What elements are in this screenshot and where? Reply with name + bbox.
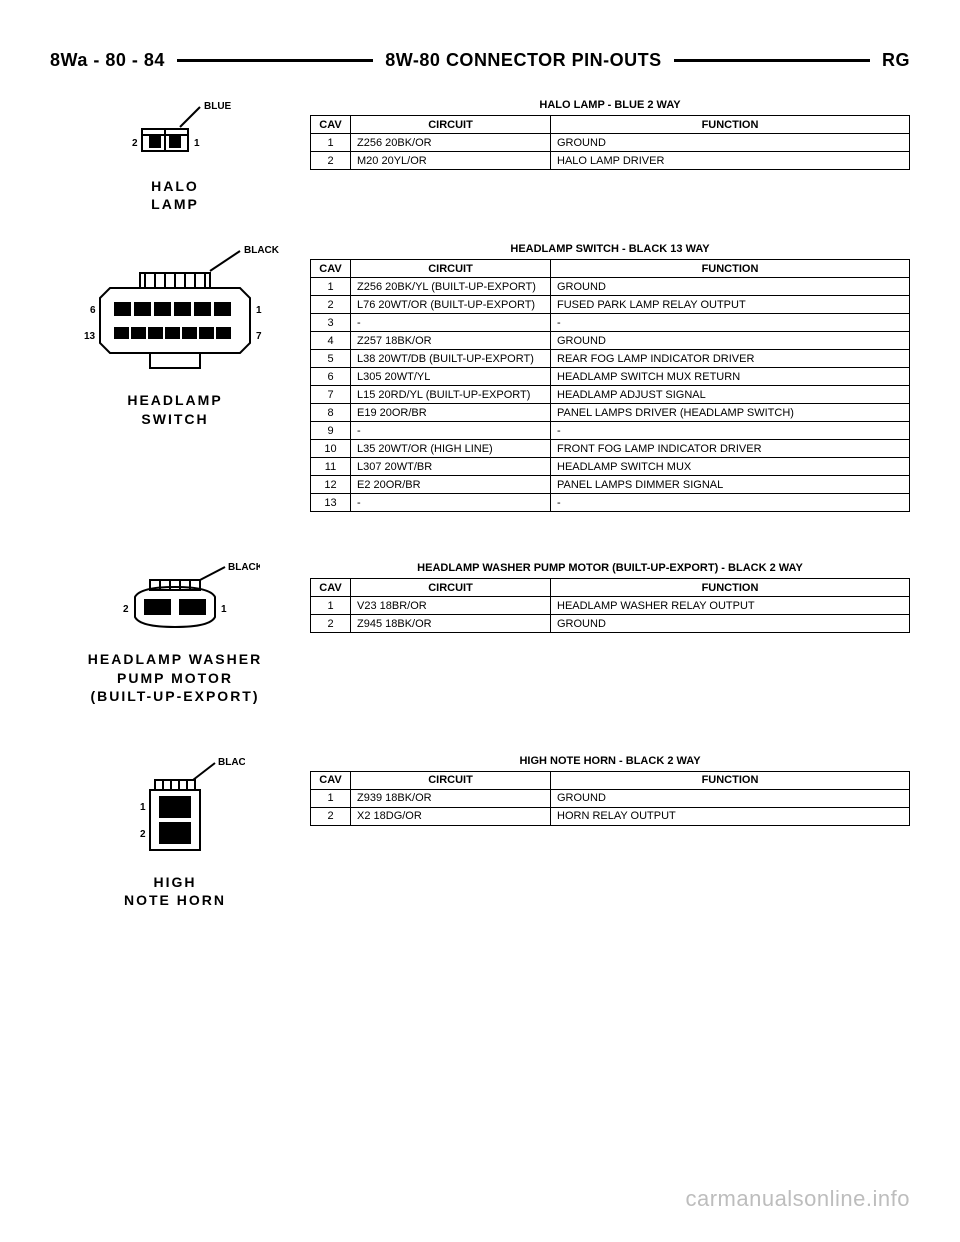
diagram-halo-lamp: 2 1 BLUE HALO LAMP bbox=[50, 99, 300, 213]
table-row: 13-- bbox=[311, 494, 910, 512]
pinout-table: CAV CIRCUIT FUNCTION 1Z939 18BK/ORGROUND… bbox=[310, 771, 910, 826]
table-row: 1Z256 20BK/YL (BUILT-UP-EXPORT)GROUND bbox=[311, 278, 910, 296]
col-circuit: CIRCUIT bbox=[351, 116, 551, 134]
svg-text:6: 6 bbox=[90, 305, 96, 316]
col-function: FUNCTION bbox=[551, 116, 910, 134]
table-row: 12E2 20OR/BRPANEL LAMPS DIMMER SIGNAL bbox=[311, 476, 910, 494]
svg-text:1: 1 bbox=[256, 305, 262, 316]
table-high-note-horn: HIGH NOTE HORN - BLACK 2 WAY CAV CIRCUIT… bbox=[300, 755, 910, 826]
svg-text:2: 2 bbox=[123, 604, 129, 615]
table-title: HEADLAMP SWITCH - BLACK 13 WAY bbox=[310, 243, 910, 255]
washer-pump-icon: 2 1 BLACK bbox=[90, 562, 260, 642]
col-circuit: CIRCUIT bbox=[351, 579, 551, 597]
table-row: 1Z256 20BK/ORGROUND bbox=[311, 134, 910, 152]
svg-text:1: 1 bbox=[194, 138, 200, 149]
diagram-headlamp-switch: 6 1 13 7 BLACK HEADLAMP SWITCH bbox=[50, 243, 300, 427]
table-title: HIGH NOTE HORN - BLACK 2 WAY bbox=[310, 755, 910, 767]
table-row: 3-- bbox=[311, 314, 910, 332]
col-cav: CAV bbox=[311, 771, 351, 789]
headlamp-switch-icon: 6 1 13 7 BLACK bbox=[70, 243, 280, 383]
table-washer-pump: HEADLAMP WASHER PUMP MOTOR (BUILT-UP-EXP… bbox=[300, 562, 910, 633]
col-circuit: CIRCUIT bbox=[351, 771, 551, 789]
svg-text:2: 2 bbox=[140, 829, 146, 840]
page-header: 8Wa - 80 - 84 8W-80 CONNECTOR PIN-OUTS R… bbox=[50, 50, 910, 71]
table-row: 1V23 18BR/ORHEADLAMP WASHER RELAY OUTPUT bbox=[311, 597, 910, 615]
table-row: 7L15 20RD/YL (BUILT-UP-EXPORT)HEADLAMP A… bbox=[311, 386, 910, 404]
table-row: 4Z257 18BK/ORGROUND bbox=[311, 332, 910, 350]
table-headlamp-switch: HEADLAMP SWITCH - BLACK 13 WAY CAV CIRCU… bbox=[300, 243, 910, 512]
connector-block-headlamp-switch: 6 1 13 7 BLACK HEADLAMP SWITCH HEADLAMP … bbox=[50, 243, 910, 512]
svg-text:2: 2 bbox=[132, 138, 138, 149]
diagram-washer-pump: 2 1 BLACK HEADLAMP WASHER PUMP MOTOR (BU… bbox=[50, 562, 300, 705]
pinout-table: CAV CIRCUIT FUNCTION 1V23 18BR/ORHEADLAM… bbox=[310, 578, 910, 633]
table-row: 2L76 20WT/OR (BUILT-UP-EXPORT)FUSED PARK… bbox=[311, 296, 910, 314]
diagram-high-note-horn: 1 2 BLACK HIGH NOTE HORN bbox=[50, 755, 300, 909]
svg-text:1: 1 bbox=[221, 604, 227, 615]
connector-block-washer-pump: 2 1 BLACK HEADLAMP WASHER PUMP MOTOR (BU… bbox=[50, 562, 910, 705]
table-row: 2X2 18DG/ORHORN RELAY OUTPUT bbox=[311, 807, 910, 825]
watermark: carmanualsonline.info bbox=[685, 1186, 910, 1212]
header-left: 8Wa - 80 - 84 bbox=[50, 50, 165, 71]
header-title: 8W-80 CONNECTOR PIN-OUTS bbox=[373, 50, 673, 71]
table-row: 11L307 20WT/BRHEADLAMP SWITCH MUX bbox=[311, 458, 910, 476]
table-row: 9-- bbox=[311, 422, 910, 440]
svg-text:1: 1 bbox=[140, 802, 146, 813]
halo-lamp-icon: 2 1 BLUE bbox=[110, 99, 240, 169]
header-rule-left bbox=[177, 59, 373, 62]
connector-block-high-note-horn: 1 2 BLACK HIGH NOTE HORN HIGH NOTE HORN … bbox=[50, 755, 910, 909]
diagram-label: HALO LAMP bbox=[151, 177, 199, 213]
diagram-label: HIGH NOTE HORN bbox=[124, 873, 226, 909]
table-row: 10L35 20WT/OR (HIGH LINE)FRONT FOG LAMP … bbox=[311, 440, 910, 458]
col-circuit: CIRCUIT bbox=[351, 260, 551, 278]
col-cav: CAV bbox=[311, 260, 351, 278]
diagram-label: HEADLAMP SWITCH bbox=[127, 391, 222, 427]
col-cav: CAV bbox=[311, 116, 351, 134]
col-cav: CAV bbox=[311, 579, 351, 597]
table-row: 6L305 20WT/YLHEADLAMP SWITCH MUX RETURN bbox=[311, 368, 910, 386]
pinout-table: CAV CIRCUIT FUNCTION 1Z256 20BK/ORGROUND… bbox=[310, 115, 910, 170]
table-row: 1Z939 18BK/ORGROUND bbox=[311, 789, 910, 807]
pinout-table: CAV CIRCUIT FUNCTION 1Z256 20BK/YL (BUIL… bbox=[310, 259, 910, 512]
table-row: 2M20 20YL/ORHALO LAMP DRIVER bbox=[311, 152, 910, 170]
header-center: 8W-80 CONNECTOR PIN-OUTS bbox=[177, 50, 870, 71]
svg-text:13: 13 bbox=[84, 331, 96, 342]
table-title: HEADLAMP WASHER PUMP MOTOR (BUILT-UP-EXP… bbox=[310, 562, 910, 574]
header-right: RG bbox=[882, 50, 910, 71]
table-row: 5L38 20WT/DB (BUILT-UP-EXPORT)REAR FOG L… bbox=[311, 350, 910, 368]
color-tag: BLACK bbox=[244, 245, 280, 256]
high-note-horn-icon: 1 2 BLACK bbox=[105, 755, 245, 865]
col-function: FUNCTION bbox=[551, 260, 910, 278]
color-tag: BLUE bbox=[204, 101, 232, 112]
svg-text:7: 7 bbox=[256, 331, 262, 342]
table-row: 8E19 20OR/BRPANEL LAMPS DRIVER (HEADLAMP… bbox=[311, 404, 910, 422]
color-tag: BLACK bbox=[218, 757, 245, 768]
color-tag: BLACK bbox=[228, 562, 260, 573]
col-function: FUNCTION bbox=[551, 579, 910, 597]
col-function: FUNCTION bbox=[551, 771, 910, 789]
table-title: HALO LAMP - BLUE 2 WAY bbox=[310, 99, 910, 111]
header-rule-right bbox=[674, 59, 870, 62]
table-halo-lamp: HALO LAMP - BLUE 2 WAY CAV CIRCUIT FUNCT… bbox=[300, 99, 910, 170]
table-row: 2Z945 18BK/ORGROUND bbox=[311, 615, 910, 633]
diagram-label: HEADLAMP WASHER PUMP MOTOR (BUILT-UP-EXP… bbox=[88, 650, 262, 705]
connector-block-halo-lamp: 2 1 BLUE HALO LAMP HALO LAMP - BLUE 2 WA… bbox=[50, 99, 910, 213]
